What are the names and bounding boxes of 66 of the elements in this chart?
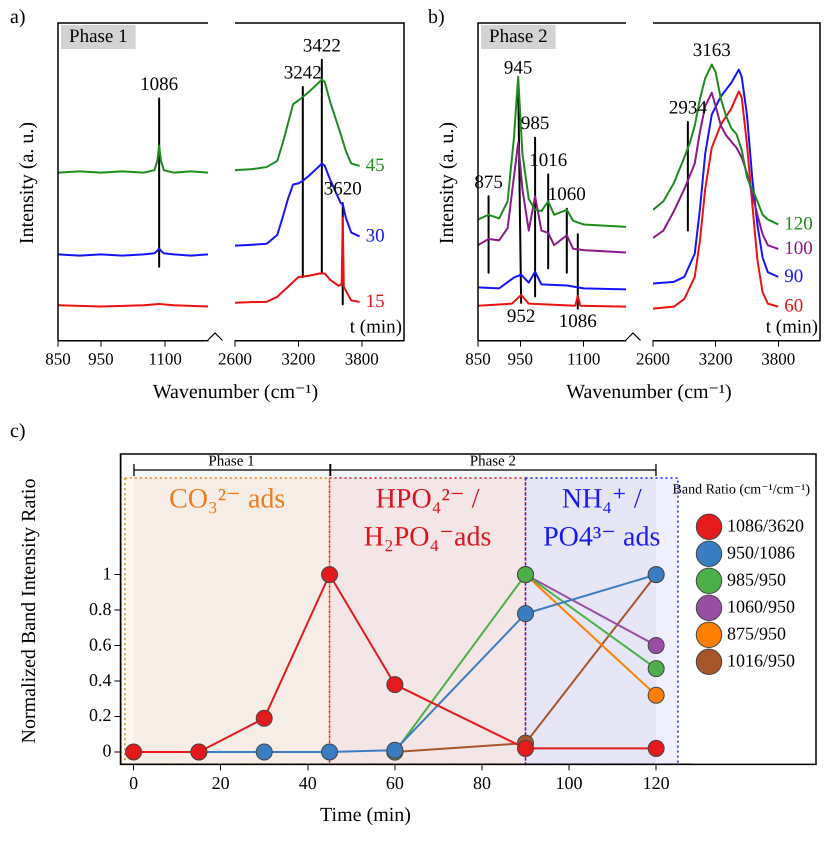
chart-title: b) (428, 6, 445, 29)
legend-label: 985/950 (727, 570, 786, 590)
legend-label: 1060/950 (727, 596, 796, 617)
band-label: NH₄⁺ / PO4³⁻ ads (543, 483, 660, 552)
x-axis-title: Time (min) (319, 804, 412, 827)
y-axis-title: Intensity (a. u.) (16, 122, 38, 244)
legend-title: t (min) (350, 316, 402, 338)
x-axis-title: Wavenumber (cm⁻¹) (152, 380, 320, 404)
chart-title: c) (10, 420, 26, 443)
band-label: CO₃²⁻ ads (169, 483, 286, 514)
annotation: 3163 (692, 40, 731, 62)
y-axis-title: Normalized Band Intensity Ratio (18, 478, 41, 746)
legend-title: Band Ratio (cm⁻¹/cm⁻¹) (672, 482, 810, 498)
x-tick-label: 1100 (148, 349, 182, 368)
annotation: 985 (520, 113, 550, 134)
annotation: 952 (506, 306, 536, 328)
chart-subtitle: Phase 1 (69, 26, 128, 47)
x-tick-label: 2600 (636, 349, 670, 368)
legend-label: 1086/3620 (727, 516, 804, 536)
x-tick-label: 2600 (218, 349, 252, 368)
legend-label: 875/950 (727, 624, 786, 644)
chart-title: a) (10, 6, 26, 29)
legend-label: 1016/950 (727, 650, 796, 671)
x-tick-label: 3200 (281, 349, 316, 368)
annotation: 1086 (140, 74, 178, 96)
x-tick-label: 950 (508, 349, 534, 368)
band-label: HPO₄²⁻ / H₂PO₄⁻ads (364, 483, 492, 552)
x-tick-label: 60 (386, 772, 404, 793)
y-tick-label: 0.2 (89, 705, 112, 726)
chart-subtitle: Phase 2 (489, 26, 548, 47)
x-tick-label: 1100 (567, 349, 600, 368)
y-tick-label: 0 (102, 740, 112, 761)
x-tick-label: 850 (45, 349, 71, 368)
series-label: 120 (784, 213, 813, 234)
legend-title: t (min) (766, 316, 818, 338)
band-label: Phase 1 (208, 453, 255, 470)
x-tick-label: 20 (212, 772, 230, 793)
series-label: 60 (784, 296, 804, 317)
series-label: 45 (366, 154, 385, 176)
y-axis-title: Intensity (a. u.) (436, 122, 458, 244)
annotation: 3242 (284, 62, 322, 84)
y-tick-label: 0.6 (89, 634, 112, 654)
legend-label: 950/1086 (727, 542, 796, 563)
series-label: 100 (784, 238, 813, 259)
y-tick-label: 0.4 (89, 670, 112, 690)
x-tick-label: 40 (298, 772, 317, 793)
x-axis-title: Wavenumber (cm⁻¹) (565, 380, 733, 404)
x-tick-label: 850 (465, 349, 491, 368)
annotation: 1060 (548, 184, 586, 206)
series-label: 30 (366, 225, 385, 246)
x-tick-label: 3800 (761, 349, 796, 368)
x-tick-label: 3200 (698, 349, 733, 368)
x-tick-label: 3800 (344, 349, 379, 368)
x-tick-label: 0 (129, 772, 138, 793)
x-tick-label: 100 (556, 772, 583, 793)
series-label: 15 (366, 290, 385, 312)
y-tick-label: 0.8 (89, 598, 112, 619)
x-tick-label: 80 (472, 772, 491, 793)
y-tick-label: 1 (102, 563, 112, 584)
annotation: 945 (504, 57, 532, 78)
x-tick-label: 950 (88, 349, 114, 368)
series-label: 90 (784, 266, 804, 287)
band-label: Phase 2 (470, 453, 516, 470)
x-tick-label: 120 (642, 772, 670, 793)
annotation: 1086 (558, 311, 597, 332)
annotation: 3422 (302, 35, 341, 56)
